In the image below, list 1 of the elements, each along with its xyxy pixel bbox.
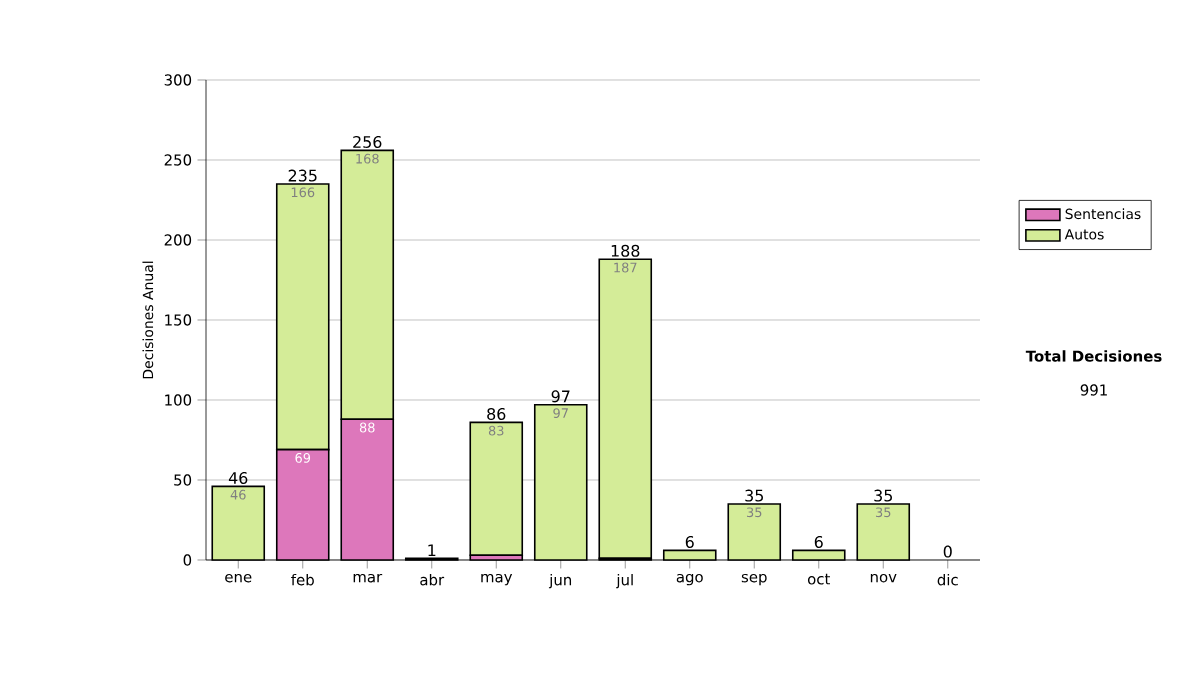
bar [469,421,524,556]
